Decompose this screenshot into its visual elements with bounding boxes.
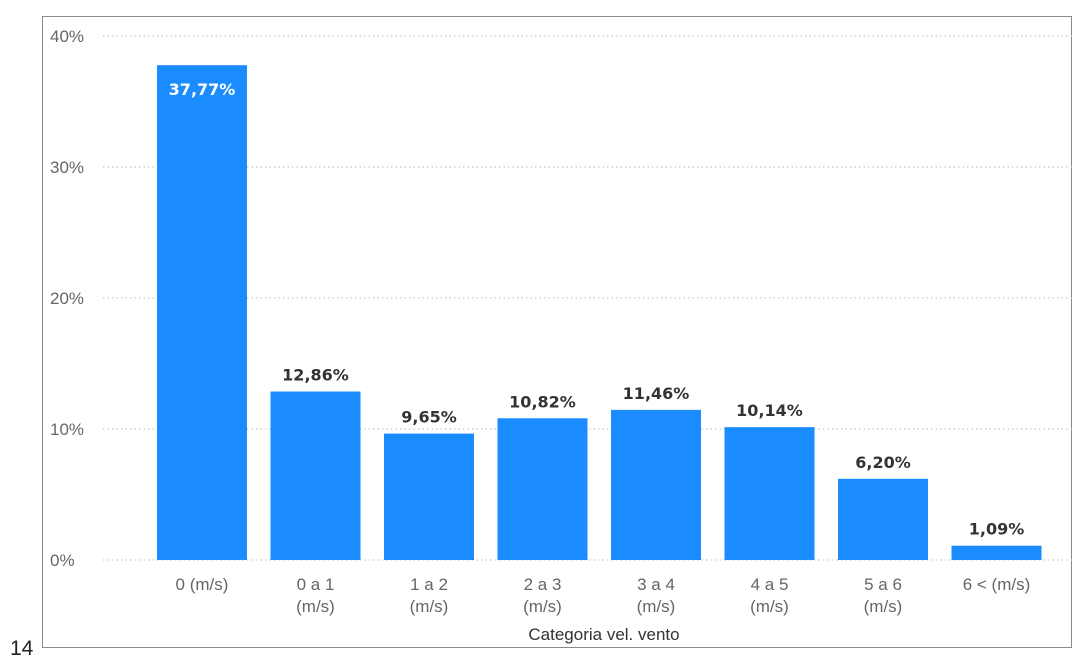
data-label: 37,77% <box>169 80 236 99</box>
x-axis-title: Categoria vel. vento <box>528 625 679 644</box>
bar <box>384 433 474 560</box>
bar <box>724 427 815 560</box>
bar <box>838 478 928 560</box>
bar <box>951 545 1042 560</box>
y-tick-label: 20% <box>50 289 84 308</box>
data-label: 10,82% <box>509 392 576 411</box>
y-tick-label: 0% <box>50 551 75 570</box>
data-label: 9,65% <box>401 408 457 427</box>
x-tick-label: (m/s) <box>410 597 449 616</box>
bar <box>497 418 588 560</box>
x-tick-label: 4 a 5 <box>751 575 789 594</box>
x-tick-label: 5 a 6 <box>864 575 902 594</box>
x-tick-label: 1 a 2 <box>410 575 448 594</box>
bar <box>611 409 701 560</box>
x-tick-label: 0 a 1 <box>297 575 335 594</box>
y-tick-label: 40% <box>50 27 84 46</box>
x-tick-label: 3 a 4 <box>637 575 675 594</box>
x-tick-label: (m/s) <box>296 597 335 616</box>
bar <box>270 391 361 560</box>
bar <box>157 65 247 560</box>
x-tick-label: (m/s) <box>864 597 903 616</box>
y-tick-label: 30% <box>50 158 84 177</box>
data-label: 6,20% <box>855 453 911 472</box>
x-tick-label: 2 a 3 <box>524 575 562 594</box>
data-label: 11,46% <box>623 384 690 403</box>
data-label: 10,14% <box>736 401 803 420</box>
x-tick-label: (m/s) <box>523 597 562 616</box>
data-label: 1,09% <box>969 520 1025 539</box>
x-tick-label: (m/s) <box>637 597 676 616</box>
x-tick-label: 6 < (m/s) <box>963 575 1031 594</box>
data-label: 12,86% <box>282 366 349 385</box>
x-tick-label: 0 (m/s) <box>176 575 229 594</box>
x-tick-label: (m/s) <box>750 597 789 616</box>
y-tick-label: 10% <box>50 420 84 439</box>
page-number: 14 <box>10 637 34 660</box>
